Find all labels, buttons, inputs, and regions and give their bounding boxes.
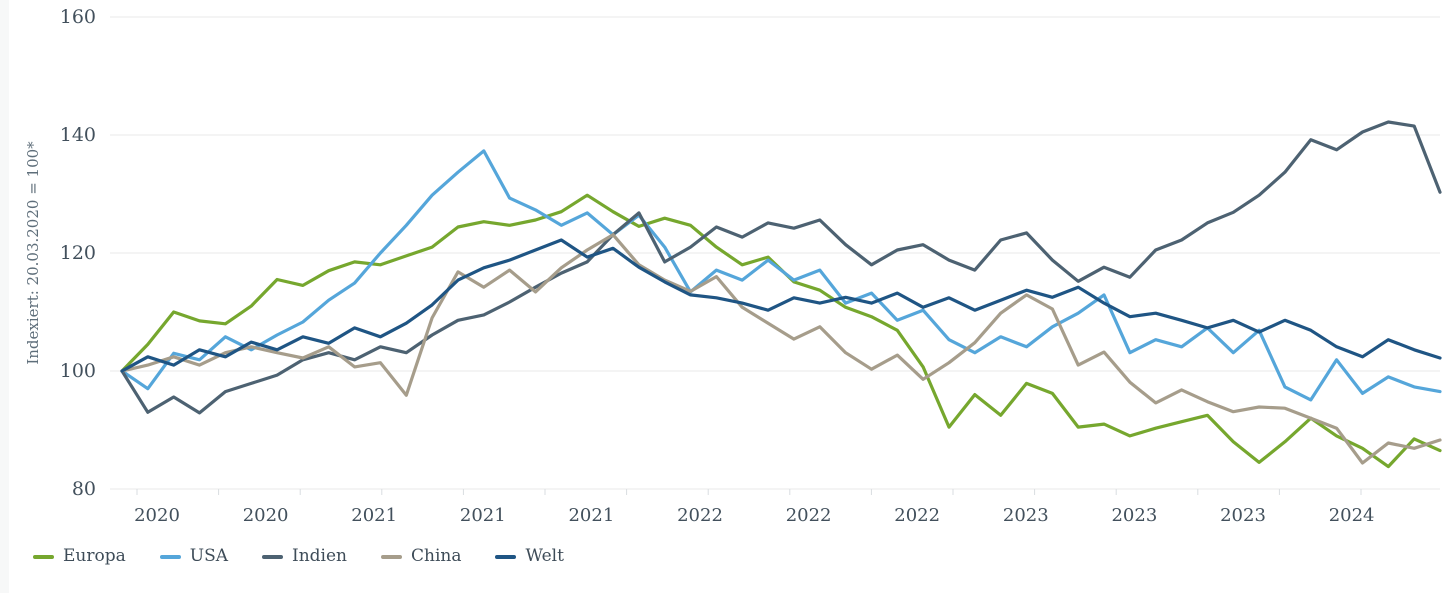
legend-swatch-europa xyxy=(33,554,54,559)
legend-swatch-usa xyxy=(159,554,181,559)
legend-item-indien[interactable]: Indien xyxy=(262,548,347,565)
x-tick-label: 2022 xyxy=(786,505,832,526)
chart-legend: Europa USA Indien China Welt xyxy=(33,548,564,565)
series-line-china xyxy=(120,233,1442,465)
series-line-usa xyxy=(120,149,1442,402)
x-tick-label: 2022 xyxy=(677,505,723,526)
x-tick-label: 2020 xyxy=(243,505,289,526)
legend-label: Indien xyxy=(292,546,347,566)
x-axis-ticks xyxy=(136,489,1362,495)
x-tick-label: 2021 xyxy=(460,505,506,526)
x-tick-label: 2023 xyxy=(1220,505,1266,526)
legend-label: Welt xyxy=(525,546,564,566)
legend-label: USA xyxy=(189,546,228,566)
x-tick-label: 2023 xyxy=(1003,505,1049,526)
y-axis-title: Indexiert: 20.03.2020 = 100* xyxy=(24,141,42,365)
x-axis-tick-labels: 2020 2020 2021 2021 2021 2022 2022 2022 2023 2023… xyxy=(134,505,1374,526)
legend-item-china[interactable]: China xyxy=(381,548,461,565)
series-lines xyxy=(120,120,1442,469)
y-tick-label: 140 xyxy=(60,124,96,146)
y-tick-label: 120 xyxy=(60,242,96,264)
page-edge-strip xyxy=(0,0,9,593)
x-tick-label: 2023 xyxy=(1111,505,1157,526)
y-tick-label: 80 xyxy=(72,478,96,500)
x-tick-label: 2021 xyxy=(351,505,397,526)
x-tick-label: 2024 xyxy=(1329,505,1375,526)
legend-swatch-china xyxy=(381,554,402,559)
legend-item-europa[interactable]: Europa xyxy=(33,548,126,565)
series-line-welt xyxy=(120,238,1442,373)
legend-swatch-indien xyxy=(262,554,283,559)
legend-item-usa[interactable]: USA xyxy=(159,546,228,566)
legend-swatch-welt xyxy=(495,554,517,559)
y-axis-tick-labels: 80 100 120 140 160 xyxy=(60,6,96,500)
x-tick-label: 2022 xyxy=(894,505,940,526)
legend-label: China xyxy=(411,546,462,566)
x-tick-label: 2021 xyxy=(568,505,614,526)
legend-item-welt[interactable]: Welt xyxy=(495,546,564,566)
x-tick-label: 2020 xyxy=(134,505,180,526)
y-tick-label: 160 xyxy=(60,6,96,28)
y-tick-label: 100 xyxy=(60,360,96,382)
legend-label: Europa xyxy=(63,546,126,566)
gridlines xyxy=(110,16,1440,490)
